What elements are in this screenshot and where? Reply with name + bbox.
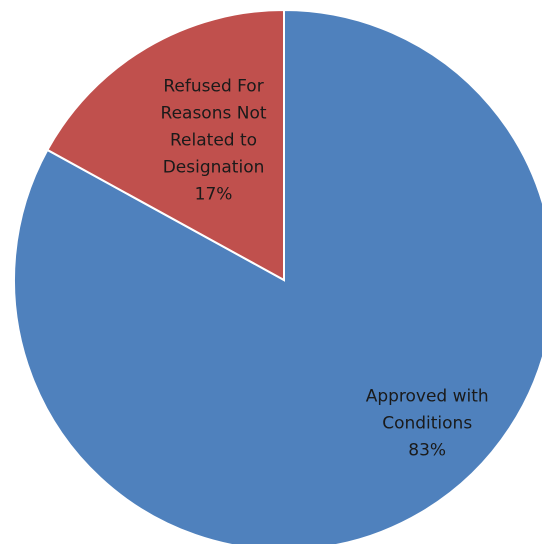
category-label: Refused For Reasons Not Related to Desig… bbox=[160, 76, 267, 178]
pie-slice bbox=[46, 8, 285, 282]
slice-label: Approved with Conditions 83% bbox=[352, 384, 502, 465]
slice-label: Refused For Reasons Not Related to Desig… bbox=[139, 73, 289, 208]
value-label: 17% bbox=[194, 184, 233, 205]
value-label: 83% bbox=[408, 440, 447, 461]
category-label: Approved with Conditions bbox=[365, 386, 489, 434]
